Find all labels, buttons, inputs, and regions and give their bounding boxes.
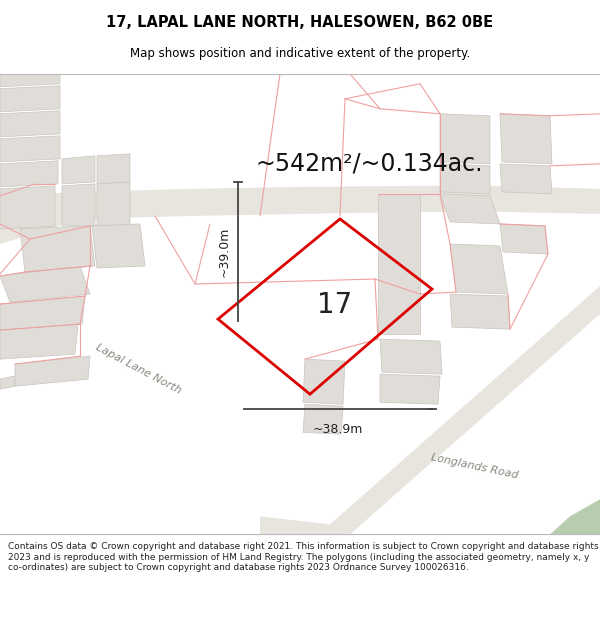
Polygon shape <box>0 161 58 187</box>
Text: ~38.9m: ~38.9m <box>313 423 363 436</box>
Polygon shape <box>500 114 552 164</box>
Polygon shape <box>0 136 60 162</box>
Text: ~39.0m: ~39.0m <box>218 226 230 277</box>
Polygon shape <box>20 226 95 272</box>
Polygon shape <box>260 286 600 534</box>
Polygon shape <box>0 296 85 330</box>
Polygon shape <box>500 224 548 254</box>
Polygon shape <box>97 182 130 226</box>
Polygon shape <box>0 86 60 112</box>
Polygon shape <box>97 154 130 184</box>
Polygon shape <box>450 244 508 294</box>
Polygon shape <box>0 186 600 224</box>
Text: Map shows position and indicative extent of the property.: Map shows position and indicative extent… <box>130 47 470 59</box>
Polygon shape <box>15 356 90 386</box>
Polygon shape <box>440 164 490 194</box>
Polygon shape <box>0 192 100 244</box>
Polygon shape <box>0 111 60 137</box>
Text: 17, LAPAL LANE NORTH, HALESOWEN, B62 0BE: 17, LAPAL LANE NORTH, HALESOWEN, B62 0BE <box>106 14 494 29</box>
Text: Longlands Road: Longlands Road <box>430 452 520 481</box>
Polygon shape <box>440 114 490 164</box>
Polygon shape <box>0 266 90 302</box>
Polygon shape <box>0 74 60 87</box>
Text: Lapal Lane North: Lapal Lane North <box>94 342 182 396</box>
Polygon shape <box>450 294 510 329</box>
Polygon shape <box>0 324 78 359</box>
Text: Contains OS data © Crown copyright and database right 2021. This information is : Contains OS data © Crown copyright and d… <box>8 542 599 572</box>
Polygon shape <box>378 194 420 334</box>
Polygon shape <box>0 186 55 229</box>
Polygon shape <box>303 404 343 434</box>
Polygon shape <box>550 499 600 534</box>
Polygon shape <box>62 184 95 226</box>
Polygon shape <box>62 156 95 184</box>
Polygon shape <box>380 374 440 404</box>
Polygon shape <box>0 376 15 389</box>
Polygon shape <box>440 194 500 224</box>
Text: 17: 17 <box>317 291 353 319</box>
Text: ~542m²/~0.134ac.: ~542m²/~0.134ac. <box>255 152 482 176</box>
Polygon shape <box>500 164 552 194</box>
Polygon shape <box>92 224 145 268</box>
Polygon shape <box>303 359 345 404</box>
Polygon shape <box>380 339 442 374</box>
